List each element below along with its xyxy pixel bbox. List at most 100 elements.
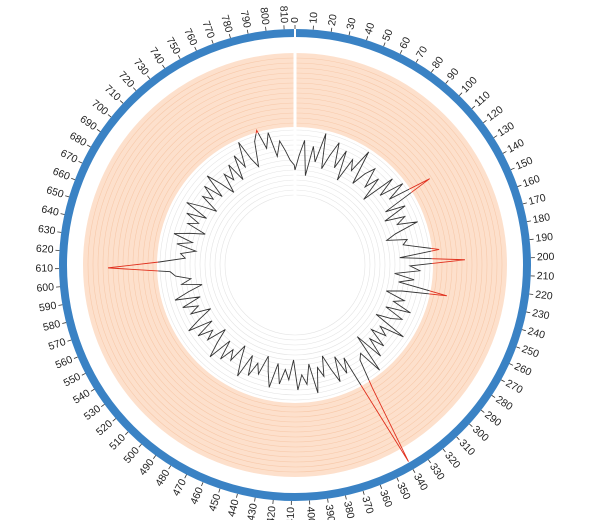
x-tick-label: 230 (531, 307, 551, 322)
tick (348, 31, 351, 36)
tick (101, 403, 105, 407)
tick (60, 213, 65, 215)
x-tick-label: 240 (526, 325, 546, 341)
x-tick-label: 130 (495, 120, 516, 140)
tick (177, 55, 181, 60)
x-tick-label: 500 (121, 445, 142, 466)
tick (327, 498, 329, 503)
tick (445, 80, 449, 84)
x-tick-label: 620 (36, 243, 54, 256)
x-tick-label: 670 (58, 147, 79, 165)
x-tick-label: 780 (218, 14, 234, 34)
x-tick-label: 220 (534, 289, 553, 303)
x-tick-label: 20 (326, 13, 340, 27)
x-tick-label: 440 (226, 498, 242, 518)
x-tick-label: 380 (341, 500, 357, 520)
data-line (158, 129, 432, 402)
tick (510, 167, 515, 171)
x-tick-label: 320 (442, 450, 462, 471)
x-tick-label: 470 (170, 477, 189, 498)
x-tick-label: 260 (512, 360, 533, 378)
x-tick-label: 790 (238, 9, 253, 29)
tick (502, 151, 507, 154)
x-tick-label: 600 (36, 281, 55, 295)
x-tick-label: 340 (411, 471, 430, 492)
x-tick-label: 490 (137, 457, 157, 478)
tick (138, 443, 142, 448)
tick (509, 363, 514, 366)
tick (62, 322, 67, 324)
inner-grid (219, 189, 371, 341)
tick (493, 135, 498, 139)
tick (415, 58, 419, 63)
x-tick-label: 720 (116, 69, 137, 90)
tick (396, 477, 400, 482)
x-tick-label: 250 (520, 343, 541, 360)
x-tick-label: 50 (380, 27, 396, 42)
tick (119, 100, 124, 104)
x-tick-label: 430 (245, 502, 260, 520)
tick (184, 474, 187, 479)
x-tick-label: 410 (285, 507, 297, 520)
x-tick-label: 730 (131, 56, 151, 77)
x-tick-label: 550 (62, 371, 83, 390)
x-tick-label: 630 (37, 223, 56, 237)
x-tick-label: 530 (82, 403, 103, 423)
x-tick-label: 120 (484, 104, 505, 124)
x-tick-label: 270 (504, 377, 525, 396)
x-tick-label: 180 (532, 211, 552, 226)
tick (399, 49, 403, 54)
tick (362, 490, 365, 495)
x-tick-label: 350 (394, 481, 412, 502)
x-tick-label: 700 (89, 97, 110, 117)
tick (431, 68, 434, 73)
tick (442, 448, 446, 453)
x-tick-label: 330 (427, 461, 447, 482)
x-tick-label: 570 (47, 336, 68, 353)
tick (133, 87, 137, 91)
x-tick-label: 680 (67, 130, 88, 149)
x-tick-label: 510 (107, 432, 128, 453)
tick (125, 431, 129, 435)
x-tick-label: 420 (265, 505, 279, 520)
x-tick-label: 480 (153, 467, 173, 488)
x-tick-label: 370 (359, 495, 376, 515)
x-tick-label: 300 (470, 423, 491, 444)
x-tick-label: 640 (40, 203, 60, 219)
x-tick-label: 290 (482, 409, 503, 429)
x-tick-label: 390 (323, 504, 337, 520)
x-tick-label: 760 (181, 27, 199, 48)
x-tick-label: 690 (78, 113, 99, 133)
tick (236, 493, 238, 498)
tick (516, 346, 521, 349)
tick (379, 484, 383, 489)
tick (483, 120, 487, 124)
x-tick-label: 710 (102, 83, 123, 104)
tick (366, 36, 369, 41)
inner-grid (209, 179, 381, 351)
tick (522, 202, 527, 205)
x-tick-label: 310 (457, 437, 478, 458)
tick (412, 469, 416, 474)
tick (459, 92, 463, 96)
tick (246, 29, 249, 34)
tick (491, 395, 496, 398)
inner-grid (224, 194, 366, 336)
x-tick-label: 30 (344, 16, 358, 30)
x-tick-label: 560 (54, 354, 75, 372)
x-tick-label: 100 (459, 74, 480, 95)
x-tick-label: 10 (307, 11, 320, 24)
x-tick-label: 160 (521, 173, 542, 190)
x-tick-label: 660 (51, 165, 72, 183)
tick (96, 129, 101, 132)
x-tick-label: 60 (397, 35, 413, 51)
tick (517, 184, 522, 187)
tick (469, 423, 473, 427)
x-tick-label: 0 (289, 17, 301, 23)
tick (218, 488, 221, 493)
tick (78, 160, 83, 164)
tick (153, 455, 157, 459)
x-tick-label: 650 (45, 184, 65, 201)
x-tick-label: 150 (514, 154, 535, 172)
